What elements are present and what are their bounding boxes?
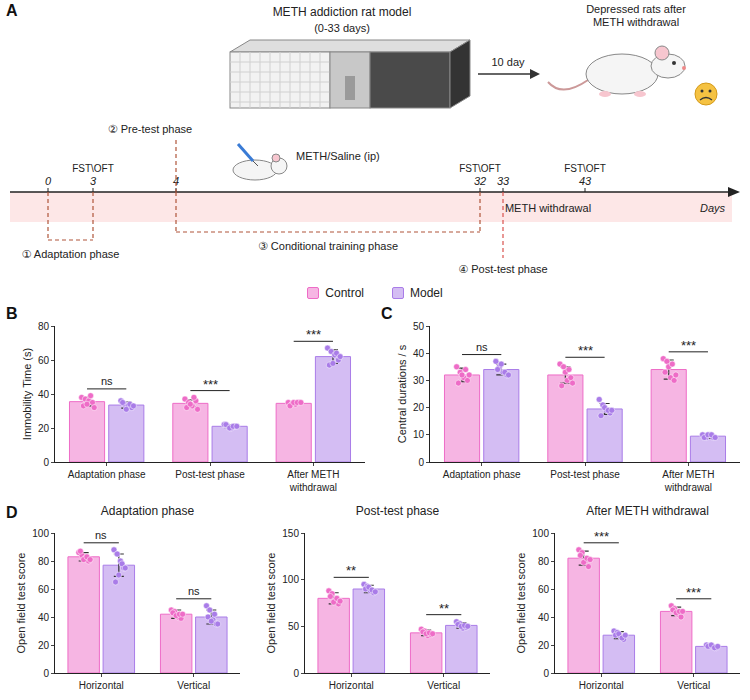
svg-text:Days: Days — [700, 202, 726, 214]
svg-text:40: 40 — [38, 389, 50, 400]
svg-text:20: 20 — [413, 402, 425, 413]
svg-text:Adaptation phase: Adaptation phase — [68, 469, 146, 480]
svg-text:Adaptation phase: Adaptation phase — [101, 504, 195, 518]
svg-text:80: 80 — [38, 321, 50, 332]
svg-text:Post-test phase: Post-test phase — [356, 504, 440, 518]
html-text:C: C — [381, 305, 393, 322]
svg-text:***: *** — [306, 327, 321, 342]
svg-text:0: 0 — [293, 668, 299, 679]
svg-text:20: 20 — [38, 640, 50, 651]
svg-text:40: 40 — [413, 348, 425, 359]
svg-text:20: 20 — [38, 423, 50, 434]
svg-text:0: 0 — [43, 668, 49, 679]
svg-text:0: 0 — [543, 668, 549, 679]
svg-text:Immobility Time (s): Immobility Time (s) — [21, 348, 33, 440]
svg-text:***: *** — [578, 343, 593, 358]
svg-text:After METHwithdrawal: After METHwithdrawal — [662, 469, 714, 493]
svg-text:After METH withdrawal: After METH withdrawal — [586, 504, 709, 518]
svg-text:**: ** — [346, 563, 356, 578]
svg-text:4: 4 — [172, 175, 180, 187]
svg-text:ns: ns — [476, 341, 488, 353]
svg-text:43: 43 — [579, 175, 592, 187]
svg-text:Open field test score: Open field test score — [15, 553, 27, 654]
svg-text:Adaptation phase: Adaptation phase — [443, 469, 521, 480]
svg-text:Horizontal: Horizontal — [579, 680, 624, 691]
svg-text:ns: ns — [188, 585, 200, 597]
svg-text:Horizontal: Horizontal — [79, 680, 124, 691]
svg-text:FST\OFT: FST\OFT — [72, 163, 114, 174]
html-text:A: A — [6, 2, 18, 19]
svg-text:100: 100 — [532, 528, 549, 539]
svg-text:80: 80 — [38, 556, 50, 567]
svg-text:ns: ns — [101, 375, 113, 387]
svg-text:FST\OFT: FST\OFT — [564, 163, 606, 174]
svg-text:100: 100 — [32, 528, 49, 539]
svg-text:33: 33 — [497, 175, 510, 187]
svg-text:Central durations / s: Central durations / s — [396, 344, 408, 443]
svg-text:100: 100 — [282, 574, 299, 585]
svg-text:② Pre-test phase: ② Pre-test phase — [108, 123, 192, 135]
svg-text:After METHwithdrawal: After METHwithdrawal — [287, 469, 339, 493]
svg-text:150: 150 — [282, 528, 299, 539]
svg-text:60: 60 — [538, 584, 550, 595]
svg-text:60: 60 — [38, 355, 50, 366]
svg-text:40: 40 — [38, 612, 50, 623]
svg-text:METH withdrawal: METH withdrawal — [593, 16, 679, 28]
svg-text:20: 20 — [538, 640, 550, 651]
svg-text:10 day: 10 day — [491, 56, 525, 68]
svg-text:③ Conditional training phase: ③ Conditional training phase — [258, 240, 398, 252]
svg-text:Post-test phase: Post-test phase — [550, 469, 620, 480]
svg-text:50: 50 — [288, 621, 300, 632]
svg-text:0: 0 — [418, 457, 424, 468]
svg-text:0: 0 — [43, 457, 49, 468]
svg-text:ns: ns — [95, 529, 107, 541]
svg-text:***: *** — [686, 585, 701, 600]
svg-text:METH addiction rat model: METH addiction rat model — [273, 5, 412, 19]
svg-text:3: 3 — [90, 175, 97, 187]
html-text:Control: Control — [325, 286, 364, 300]
svg-text:80: 80 — [538, 556, 550, 567]
svg-text:Vertical: Vertical — [177, 680, 210, 691]
svg-text:32: 32 — [474, 175, 486, 187]
svg-text:Open field test score: Open field test score — [265, 553, 277, 654]
svg-text:④ Post-test phase: ④ Post-test phase — [458, 263, 547, 275]
svg-text:Horizontal: Horizontal — [329, 680, 374, 691]
svg-text:METH/Saline (ip): METH/Saline (ip) — [296, 150, 380, 162]
svg-text:Depressed rats after: Depressed rats after — [586, 3, 686, 15]
svg-text:50: 50 — [413, 321, 425, 332]
svg-text:Vertical: Vertical — [427, 680, 460, 691]
svg-text:① Adaptation phase: ① Adaptation phase — [22, 248, 120, 260]
svg-text:***: *** — [203, 377, 218, 392]
svg-text:60: 60 — [38, 584, 50, 595]
svg-text:METH withdrawal: METH withdrawal — [505, 202, 591, 214]
svg-text:Post-test phase: Post-test phase — [175, 469, 245, 480]
svg-text:Vertical: Vertical — [677, 680, 710, 691]
svg-text:**: ** — [439, 601, 449, 616]
html-text:B: B — [6, 305, 18, 322]
svg-text:10: 10 — [413, 429, 425, 440]
html-text:D: D — [6, 504, 18, 521]
svg-text:0: 0 — [45, 175, 52, 187]
svg-text:40: 40 — [538, 612, 550, 623]
html-text:Model: Model — [410, 286, 443, 300]
svg-text:(0-33 days): (0-33 days) — [314, 22, 370, 34]
svg-text:***: *** — [594, 529, 609, 544]
svg-text:FST\OFT: FST\OFT — [459, 163, 501, 174]
svg-text:Open field test score: Open field test score — [515, 553, 527, 654]
svg-text:***: *** — [681, 338, 696, 353]
svg-text:30: 30 — [413, 375, 425, 386]
